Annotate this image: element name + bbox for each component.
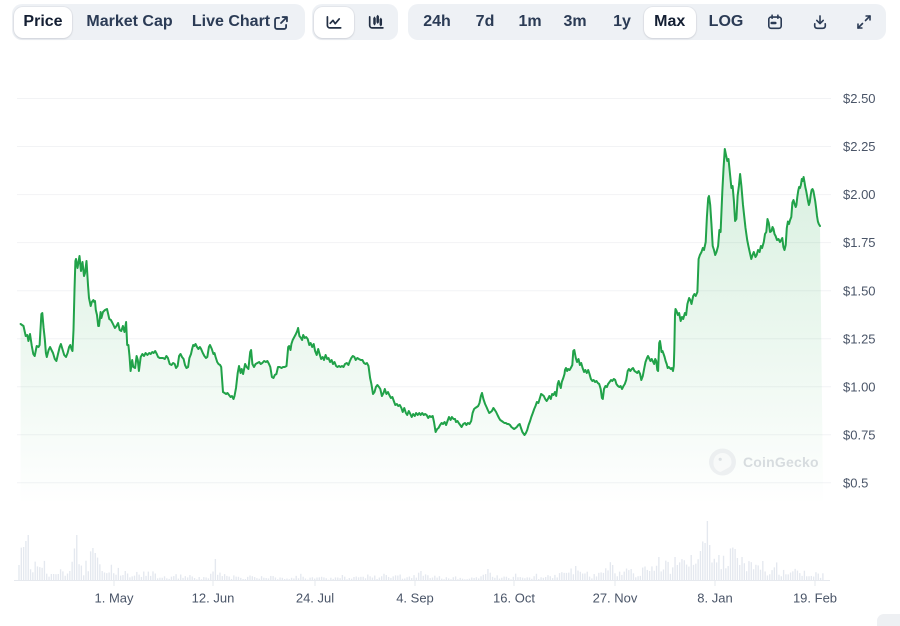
svg-text:1. May: 1. May [94, 591, 134, 606]
svg-text:$2.25: $2.25 [843, 139, 876, 154]
svg-text:$0.75: $0.75 [843, 427, 876, 442]
svg-text:4. Sep: 4. Sep [396, 591, 434, 606]
svg-text:$2.50: $2.50 [843, 91, 876, 106]
svg-text:$0.5: $0.5 [843, 475, 868, 490]
svg-text:12. Jun: 12. Jun [192, 591, 235, 606]
svg-text:8. Jan: 8. Jan [697, 591, 732, 606]
svg-text:24. Jul: 24. Jul [296, 591, 334, 606]
svg-text:$1.25: $1.25 [843, 331, 876, 346]
svg-text:$2.00: $2.00 [843, 187, 876, 202]
svg-text:$1.50: $1.50 [843, 283, 876, 298]
svg-text:CoinGecko: CoinGecko [743, 454, 819, 470]
svg-text:$1.75: $1.75 [843, 235, 876, 250]
svg-text:$1.00: $1.00 [843, 379, 876, 394]
svg-text:27. Nov: 27. Nov [593, 591, 638, 606]
svg-text:16. Oct: 16. Oct [493, 591, 535, 606]
svg-text:19. Feb: 19. Feb [793, 591, 837, 606]
